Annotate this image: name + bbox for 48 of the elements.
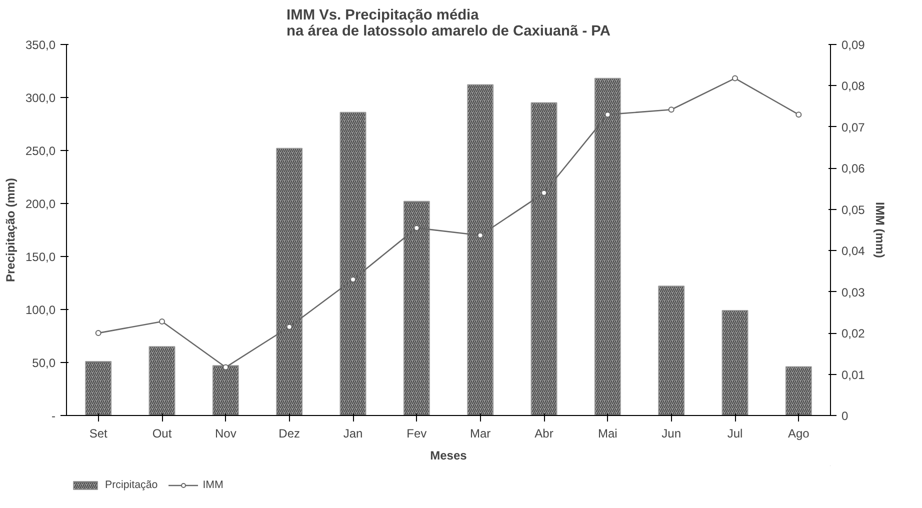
y2-tick-label: 0,03	[842, 285, 866, 300]
point	[732, 75, 738, 82]
y-tick-label: 100,0	[25, 303, 56, 317]
point	[350, 276, 356, 282]
point	[159, 318, 165, 325]
y-tick-label: 350,0	[25, 38, 56, 52]
x-tick-label: Abr	[534, 426, 554, 440]
point	[222, 364, 229, 370]
legend-label: IMM	[202, 479, 224, 491]
chart-title: IMM Vs. Precipitação média na área de latossolo amarelo de Caxiuanã - PA	[286, 8, 611, 40]
y-tick-label: 300,0	[25, 91, 56, 105]
legend-label: Prcipitação	[105, 479, 158, 491]
x-tick-label: Mai	[598, 426, 618, 440]
y2-tick-label: 0,08	[842, 79, 866, 94]
y-axis-title: Precipitação (mm)	[3, 178, 18, 282]
point	[668, 106, 674, 113]
x-tick-label: Mar	[470, 426, 491, 440]
y2-tick-label: 0,01	[842, 368, 866, 382]
point	[286, 324, 292, 330]
point	[95, 330, 102, 336]
x-tick-label: Jan	[343, 426, 363, 440]
x-tick-label: Dez	[278, 426, 300, 440]
y-tick-label: 50,0	[32, 356, 56, 370]
y2-axis-title: IMM (mm)	[872, 202, 887, 258]
y2-tick-label: 0,07	[842, 120, 866, 134]
x-tick-label: Nov	[214, 426, 236, 440]
y2-tick-label: 0,06	[842, 162, 866, 176]
x-tick-label: Out	[152, 426, 172, 440]
y-tick-label: 250,0	[25, 144, 56, 158]
y2-tick-label: 0,04	[842, 244, 866, 258]
x-tick-label: Jun	[662, 426, 682, 440]
point	[477, 232, 484, 238]
point	[604, 112, 611, 118]
point	[796, 112, 802, 118]
y-tick-label: 200,0	[25, 197, 56, 211]
x-tick-label: Jul	[727, 426, 743, 440]
y-tick-label: -	[52, 409, 56, 423]
x-axis-title: Meses	[430, 448, 468, 462]
x-tick-label: Fev	[406, 426, 427, 440]
y2-tick-label: 0	[842, 409, 848, 423]
point	[541, 190, 547, 196]
y2-tick-label: 0,09	[842, 38, 866, 52]
y2-tick-label: 0,05	[842, 202, 866, 217]
y2-tick-label: 0,02	[842, 326, 866, 341]
y-tick-label: 150,0	[25, 250, 56, 264]
x-tick-label: Set	[89, 426, 108, 440]
x-tick-label: Ago	[788, 426, 810, 440]
point	[414, 224, 420, 231]
